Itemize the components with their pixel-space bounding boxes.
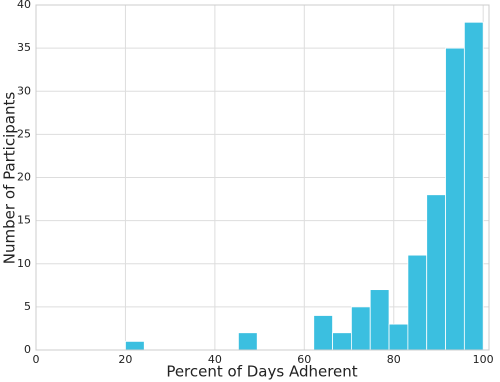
x-tick-label: 60 xyxy=(297,353,311,366)
y-tick-label: 40 xyxy=(17,0,31,11)
y-tick-label: 25 xyxy=(17,127,31,140)
y-tick-label: 20 xyxy=(17,171,31,184)
y-tick-label: 35 xyxy=(17,41,31,54)
y-axis-label: Number of Participants xyxy=(1,92,19,265)
x-tick-label: 100 xyxy=(473,353,494,366)
x-tick-label: 40 xyxy=(208,353,222,366)
bar xyxy=(407,254,428,351)
y-tick-label: 0 xyxy=(24,343,31,356)
bar xyxy=(463,21,484,351)
x-tick-label: 0 xyxy=(33,353,40,366)
bar xyxy=(332,332,352,351)
y-tick-label: 5 xyxy=(24,300,31,313)
y-tick-label: 30 xyxy=(17,84,31,97)
x-tick-label: 20 xyxy=(118,353,132,366)
bar xyxy=(445,47,465,351)
bar xyxy=(313,315,333,351)
plot-frame xyxy=(35,4,490,351)
bar xyxy=(237,332,258,351)
y-tick-label: 15 xyxy=(17,214,31,227)
bar xyxy=(369,289,390,351)
bar xyxy=(125,340,145,351)
bar xyxy=(351,306,371,351)
x-axis-label: Percent of Days Adherent xyxy=(166,363,357,381)
x-tick-label: 80 xyxy=(387,353,401,366)
y-tick-label: 10 xyxy=(17,257,31,270)
bar xyxy=(388,323,409,351)
bar xyxy=(426,194,446,351)
